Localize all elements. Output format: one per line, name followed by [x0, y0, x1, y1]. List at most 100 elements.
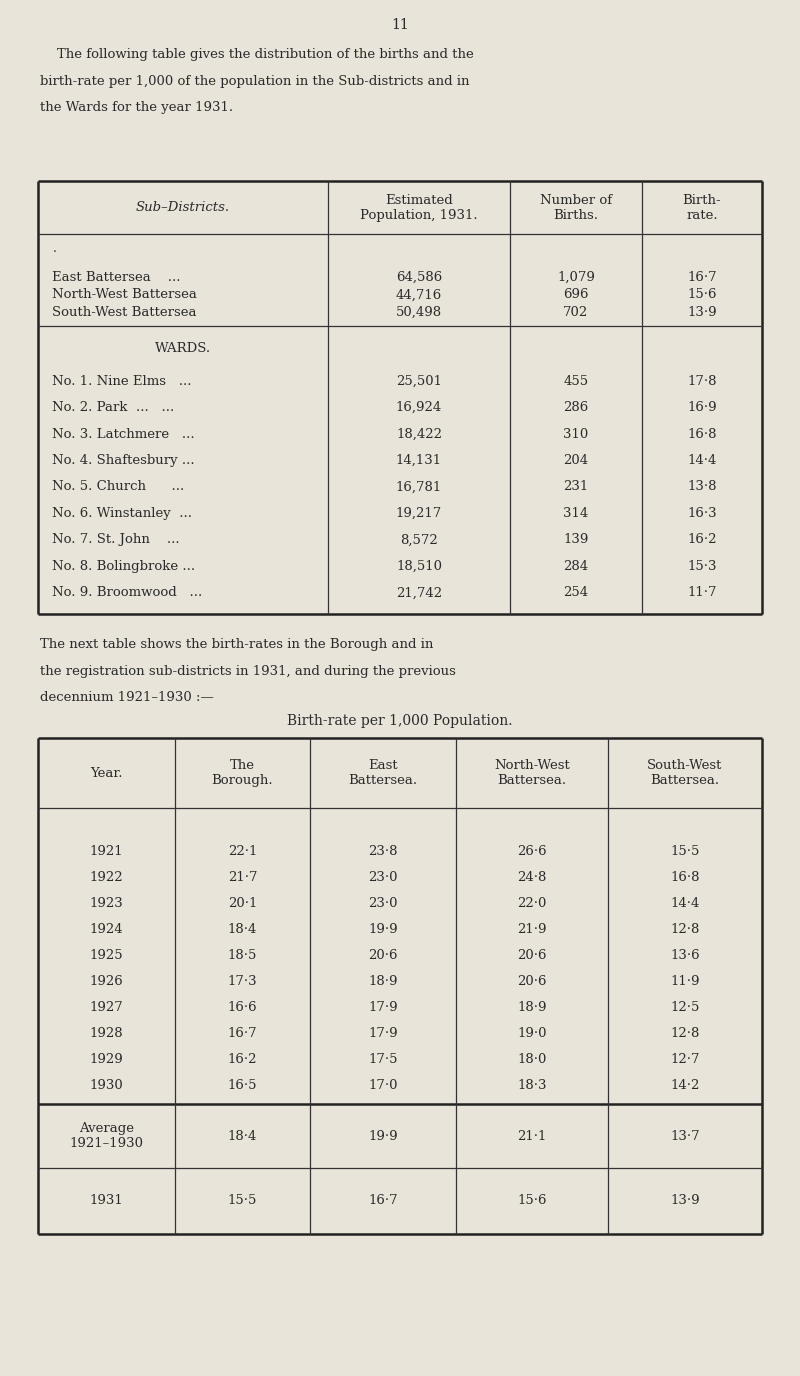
- Text: 25,501: 25,501: [396, 374, 442, 388]
- Text: 12·5: 12·5: [670, 1002, 700, 1014]
- Text: 17·0: 17·0: [368, 1079, 398, 1093]
- Text: 16·3: 16·3: [687, 506, 717, 520]
- Text: 20·6: 20·6: [368, 949, 398, 962]
- Text: 12·8: 12·8: [670, 923, 700, 936]
- Text: 1928: 1928: [90, 1028, 123, 1040]
- Text: Year.: Year.: [90, 766, 122, 779]
- Text: No. 4. Shaftesbury ...: No. 4. Shaftesbury ...: [52, 454, 194, 466]
- Text: 16·8: 16·8: [670, 871, 700, 883]
- Text: 314: 314: [563, 506, 589, 520]
- Text: 20·6: 20·6: [518, 976, 546, 988]
- Text: 18,422: 18,422: [396, 428, 442, 440]
- Text: No. 8. Bolingbroke ...: No. 8. Bolingbroke ...: [52, 560, 195, 572]
- Text: 16·7: 16·7: [228, 1028, 258, 1040]
- Text: 1924: 1924: [90, 923, 123, 936]
- Text: 64,586: 64,586: [396, 271, 442, 285]
- Text: 13·7: 13·7: [670, 1130, 700, 1142]
- Text: 17·9: 17·9: [368, 1002, 398, 1014]
- Text: 13·9: 13·9: [687, 305, 717, 319]
- Text: 696: 696: [563, 289, 589, 301]
- Text: 284: 284: [563, 560, 589, 572]
- Text: 14·2: 14·2: [670, 1079, 700, 1093]
- Text: 19·0: 19·0: [518, 1028, 546, 1040]
- Text: 16,781: 16,781: [396, 480, 442, 494]
- Text: 20·1: 20·1: [228, 897, 257, 910]
- Text: 22·0: 22·0: [518, 897, 546, 910]
- Text: 286: 286: [563, 402, 589, 414]
- Text: 1925: 1925: [90, 949, 123, 962]
- Text: No. 6. Winstanley  ...: No. 6. Winstanley ...: [52, 506, 192, 520]
- Text: 20·6: 20·6: [518, 949, 546, 962]
- Text: 18·4: 18·4: [228, 923, 257, 936]
- Text: 18·5: 18·5: [228, 949, 257, 962]
- Text: 204: 204: [563, 454, 589, 466]
- Text: 18·3: 18·3: [518, 1079, 546, 1093]
- Text: 455: 455: [563, 374, 589, 388]
- Text: 23·0: 23·0: [368, 897, 398, 910]
- Text: 15·6: 15·6: [687, 289, 717, 301]
- Text: Number of
Births.: Number of Births.: [540, 194, 612, 222]
- Text: No. 5. Church      ...: No. 5. Church ...: [52, 480, 184, 494]
- Text: 254: 254: [563, 586, 589, 600]
- Text: 17·9: 17·9: [368, 1028, 398, 1040]
- Text: North-West
Battersea.: North-West Battersea.: [494, 760, 570, 787]
- Text: 17·5: 17·5: [368, 1054, 398, 1066]
- Text: 15·3: 15·3: [687, 560, 717, 572]
- Text: 1931: 1931: [90, 1194, 123, 1208]
- Text: ·: ·: [53, 245, 57, 259]
- Text: 1926: 1926: [90, 976, 123, 988]
- Text: 16·7: 16·7: [687, 271, 717, 285]
- Text: 231: 231: [563, 480, 589, 494]
- Text: 17·3: 17·3: [228, 976, 258, 988]
- Text: 18·9: 18·9: [368, 976, 398, 988]
- Text: 310: 310: [563, 428, 589, 440]
- Text: 23·0: 23·0: [368, 871, 398, 883]
- Text: 1927: 1927: [90, 1002, 123, 1014]
- Text: South-West Battersea: South-West Battersea: [52, 305, 197, 319]
- Text: 21·7: 21·7: [228, 871, 258, 883]
- Text: 18·4: 18·4: [228, 1130, 257, 1142]
- Text: 15·6: 15·6: [518, 1194, 546, 1208]
- Text: 12·8: 12·8: [670, 1028, 700, 1040]
- Text: decennium 1921–1930 :—: decennium 1921–1930 :—: [40, 691, 214, 705]
- Text: 16·7: 16·7: [368, 1194, 398, 1208]
- Text: 1923: 1923: [90, 897, 123, 910]
- Text: 17·8: 17·8: [687, 374, 717, 388]
- Text: 16·2: 16·2: [228, 1054, 258, 1066]
- Text: 1,079: 1,079: [557, 271, 595, 285]
- Text: 1922: 1922: [90, 871, 123, 883]
- Text: 1921: 1921: [90, 845, 123, 857]
- Text: 11: 11: [391, 18, 409, 32]
- Text: 16·6: 16·6: [228, 1002, 258, 1014]
- Text: the registration sub-districts in 1931, and during the previous: the registration sub-districts in 1931, …: [40, 665, 456, 677]
- Text: 15·5: 15·5: [228, 1194, 257, 1208]
- Text: 16,924: 16,924: [396, 402, 442, 414]
- Text: 16·9: 16·9: [687, 402, 717, 414]
- Text: 13·6: 13·6: [670, 949, 700, 962]
- Text: The
Borough.: The Borough.: [212, 760, 274, 787]
- Text: 13·9: 13·9: [670, 1194, 700, 1208]
- Text: 23·8: 23·8: [368, 845, 398, 857]
- Text: 14·4: 14·4: [687, 454, 717, 466]
- Text: 1930: 1930: [90, 1079, 123, 1093]
- Text: 16·2: 16·2: [687, 534, 717, 546]
- Text: 26·6: 26·6: [517, 845, 547, 857]
- Text: Birth-
rate.: Birth- rate.: [682, 194, 722, 222]
- Text: The following table gives the distribution of the births and the: The following table gives the distributi…: [40, 48, 474, 61]
- Text: WARDS.: WARDS.: [155, 341, 211, 355]
- Text: 11·7: 11·7: [687, 586, 717, 600]
- Text: No. 7. St. John    ...: No. 7. St. John ...: [52, 534, 180, 546]
- Text: 14·4: 14·4: [670, 897, 700, 910]
- Text: 19·9: 19·9: [368, 923, 398, 936]
- Text: 11·9: 11·9: [670, 976, 700, 988]
- Text: 15·5: 15·5: [670, 845, 700, 857]
- Text: 8,572: 8,572: [400, 534, 438, 546]
- Text: Average
1921–1930: Average 1921–1930: [70, 1121, 143, 1150]
- Text: South-West
Battersea.: South-West Battersea.: [647, 760, 722, 787]
- Text: 18·0: 18·0: [518, 1054, 546, 1066]
- Text: 1929: 1929: [90, 1054, 123, 1066]
- Text: East
Battersea.: East Battersea.: [349, 760, 418, 787]
- Text: 18,510: 18,510: [396, 560, 442, 572]
- Text: 21,742: 21,742: [396, 586, 442, 600]
- Text: 16·5: 16·5: [228, 1079, 258, 1093]
